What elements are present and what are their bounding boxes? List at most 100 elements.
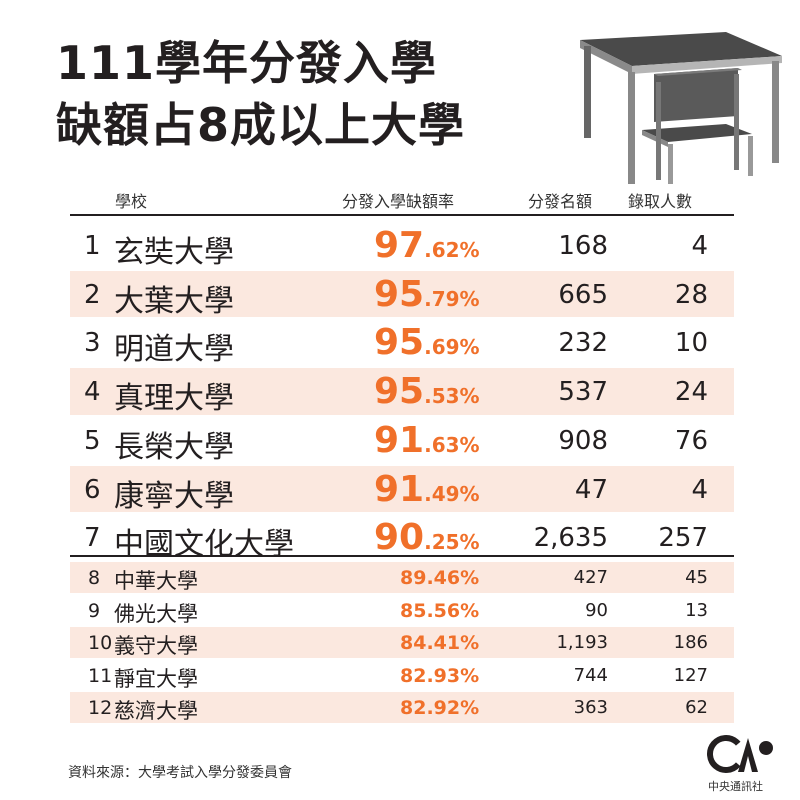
cna-logo-icon <box>707 735 773 773</box>
admitted-cell: 28 <box>674 279 708 310</box>
quota-cell: 427 <box>573 567 608 588</box>
rate-integer: 95 <box>374 322 425 364</box>
school-name-cell: 中國文化大學 <box>114 527 294 563</box>
quota-cell: 363 <box>573 697 608 719</box>
table-row: 8 中華大學 427 45 89.46% <box>70 562 734 593</box>
table-row: 5 長榮大學 908 76 91.63% <box>70 417 734 465</box>
admitted-cell: 257 <box>658 523 708 554</box>
title-line-2: 缺額占8成以上大學 <box>56 98 466 152</box>
rank-cell: 3 <box>84 328 101 359</box>
rate-decimal: .79% <box>424 286 480 311</box>
rate-cell: 85.56% <box>400 599 480 622</box>
rate-cell: 82.92% <box>400 697 480 720</box>
school-name-cell: 康寧大學 <box>114 478 234 514</box>
header-divider <box>70 214 734 216</box>
rate-cell: 91.49% <box>374 469 480 510</box>
header-school: 學校 <box>115 192 148 211</box>
table-header: 學校 分發入學缺額率 分發名額 錄取人數 <box>0 188 800 216</box>
header-rate: 分發入學缺額率 <box>342 192 455 211</box>
rate-cell: 95.79% <box>374 274 480 315</box>
chart-title: 111學年分發入學 缺額占8成以上大學 <box>56 32 465 156</box>
rank-cell: 12 <box>88 697 113 720</box>
rate-decimal: .69% <box>424 335 480 360</box>
school-name-cell: 義守大學 <box>114 634 198 659</box>
school-name-cell: 慈濟大學 <box>114 699 198 724</box>
rank-cell: 4 <box>84 377 101 408</box>
quota-cell: 47 <box>574 474 608 505</box>
table-row: 12 慈濟大學 363 62 82.92% <box>70 692 734 723</box>
rate-decimal: .49% <box>424 481 480 506</box>
admitted-cell: 4 <box>691 231 708 261</box>
rate-cell: 89.46% <box>400 567 480 589</box>
quota-cell: 537 <box>558 377 608 408</box>
quota-cell: 744 <box>573 664 608 686</box>
school-name-cell: 大葉大學 <box>114 283 234 319</box>
school-name-cell: 真理大學 <box>114 381 234 417</box>
header-quota: 分發名額 <box>528 192 593 211</box>
rate-decimal: .25% <box>424 530 480 555</box>
rate-cell: 95.69% <box>374 322 480 363</box>
rate-integer: 95 <box>374 273 425 315</box>
school-name-cell: 靜宜大學 <box>114 666 198 691</box>
rate-cell: 91.63% <box>374 420 480 461</box>
table-row: 1 玄奘大學 168 4 97.62% <box>70 222 734 270</box>
rank-cell: 8 <box>88 567 101 589</box>
admitted-cell: 13 <box>685 599 708 621</box>
logo-caption: 中央通訊社 <box>708 780 763 793</box>
admitted-cell: 76 <box>674 425 708 456</box>
table-row: 6 康寧大學 47 4 91.49% <box>70 465 734 514</box>
table-row: 9 佛光大學 90 13 85.56% <box>70 595 734 626</box>
rate-integer: 90 <box>374 517 425 559</box>
rank-cell: 2 <box>84 279 101 310</box>
rank-cell: 11 <box>88 664 113 687</box>
rate-integer: 95 <box>374 371 425 413</box>
quota-cell: 2,635 <box>533 523 608 554</box>
table-row: 3 明道大學 232 10 95.69% <box>70 319 734 368</box>
rank-cell: 7 <box>84 523 101 554</box>
rate-cell: 95.53% <box>374 371 480 412</box>
rate-integer: 97 <box>374 225 425 266</box>
table-row: 4 真理大學 537 24 95.53% <box>70 368 734 417</box>
table-row: 2 大葉大學 665 28 95.79% <box>70 270 734 319</box>
rate-cell: 97.62% <box>374 225 480 266</box>
rank-cell: 6 <box>84 474 101 505</box>
table-row: 7 中國文化大學 2,635 257 90.25% <box>70 514 734 563</box>
rank-cell: 5 <box>84 425 101 456</box>
quota-cell: 665 <box>558 279 608 310</box>
rank-cell: 10 <box>88 632 113 655</box>
rank-cell: 9 <box>88 599 101 622</box>
quota-cell: 168 <box>558 231 608 261</box>
quota-cell: 90 <box>585 599 608 621</box>
admitted-cell: 186 <box>673 632 708 654</box>
section-divider <box>70 555 734 557</box>
desk-chair-icon <box>580 32 782 184</box>
admitted-cell: 45 <box>685 567 708 588</box>
quota-cell: 232 <box>558 328 608 359</box>
title-line-1: 111學年分發入學 <box>56 36 438 90</box>
rate-cell: 82.93% <box>400 664 480 687</box>
rate-cell: 90.25% <box>374 517 480 558</box>
admitted-cell: 24 <box>674 377 708 408</box>
header-admitted: 錄取人數 <box>628 192 693 211</box>
rate-decimal: .62% <box>424 238 480 262</box>
admitted-cell: 10 <box>674 328 708 359</box>
school-name-cell: 長榮大學 <box>114 429 234 465</box>
school-name-cell: 玄奘大學 <box>114 235 234 270</box>
rate-integer: 91 <box>374 468 425 510</box>
table-row: 11 靜宜大學 744 127 82.93% <box>70 660 734 691</box>
table-row: 10 義守大學 1,193 186 84.41% <box>70 627 734 658</box>
quota-cell: 908 <box>558 425 608 456</box>
rate-decimal: .63% <box>424 432 480 457</box>
school-name-cell: 明道大學 <box>114 332 234 368</box>
admitted-cell: 4 <box>691 474 708 505</box>
admitted-cell: 127 <box>673 664 708 686</box>
rate-decimal: .53% <box>424 384 480 409</box>
rate-integer: 91 <box>374 419 425 461</box>
admitted-cell: 62 <box>685 697 708 719</box>
quota-cell: 1,193 <box>556 632 608 654</box>
school-name-cell: 佛光大學 <box>114 601 198 626</box>
rate-cell: 84.41% <box>400 632 480 655</box>
school-name-cell: 中華大學 <box>114 569 198 593</box>
source-note: 資料來源：大學考試入學分發委員會 <box>68 765 292 781</box>
rank-cell: 1 <box>84 231 101 261</box>
